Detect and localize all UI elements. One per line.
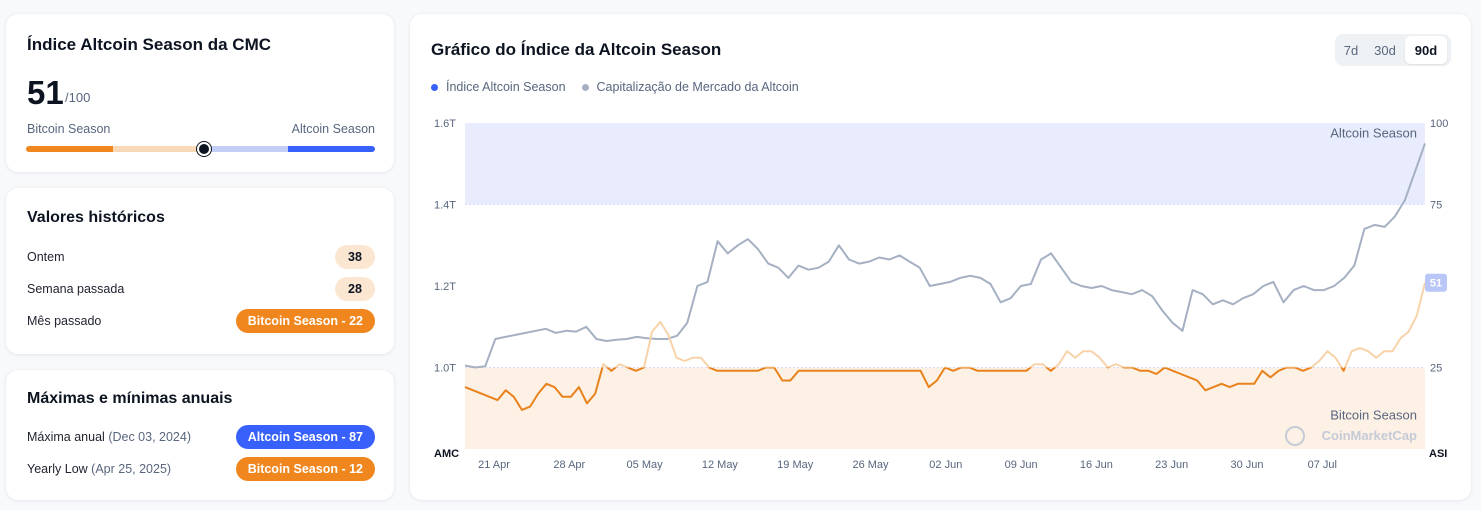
historical-row-yesterday: Ontem 38	[27, 245, 375, 269]
historical-row-last-month: Mês passado Bitcoin Season - 22	[27, 309, 375, 333]
tab-30d[interactable]: 30d	[1374, 42, 1396, 58]
x-axis-tick-label: 23 Jun	[1155, 459, 1188, 471]
gauge-segment-bitcoin	[26, 146, 114, 152]
x-axis-tick-label: 07 Jul	[1308, 459, 1337, 471]
index-card-title: Índice Altcoin Season da CMC	[27, 35, 272, 54]
historical-values-card: Valores históricos Ontem 38 Semana passa…	[6, 188, 394, 354]
gauge-segment-bitcoin-light	[113, 146, 201, 152]
altcoin-index-card: Índice Altcoin Season da CMC 51 /100 Bit…	[6, 14, 394, 172]
right-axis-tick-label: 100	[1430, 118, 1448, 130]
tab-90d[interactable]: 90d	[1405, 36, 1447, 64]
yearly-high-label: Máxima anual	[27, 430, 105, 444]
coinmarketcap-logo-icon	[1285, 425, 1305, 446]
x-axis-tick-label: 21 Apr	[478, 459, 510, 471]
x-axis-tick-label: 26 May	[852, 459, 889, 471]
index-score-max: /100	[65, 90, 91, 105]
legend-dot-icon	[431, 83, 438, 91]
gauge-label-bitcoin: Bitcoin Season	[27, 122, 111, 136]
legend-item-market-cap[interactable]: Capitalização de Mercado da Altcoin	[581, 80, 799, 94]
gauge-segment-altcoin	[287, 146, 375, 152]
index-score: 51	[27, 74, 64, 111]
chart-legend: Índice Altcoin Season Capitalização de M…	[431, 80, 799, 94]
historical-title: Valores históricos	[27, 209, 165, 226]
bitcoin-season-zone-label: Bitcoin Season	[1330, 408, 1417, 423]
legend-label: Capitalização de Mercado da Altcoin	[596, 80, 799, 94]
altcoin-index-series-line-lower	[464, 367, 1347, 411]
altcoin-index-chart-card: Altcoin Season Bitcoin Season CoinMarketCa…	[410, 14, 1471, 500]
legend-dot-icon	[581, 83, 589, 91]
x-axis-tick-label: 19 May	[777, 459, 814, 471]
gauge-segment-altcoin-light	[200, 146, 288, 152]
legend-label: Índice Altcoin Season	[446, 80, 566, 94]
x-axis-tick-label: 12 May	[702, 459, 739, 471]
yearly-low-label: Yearly Low	[27, 462, 88, 476]
altcoin-index-chart[interactable]: Altcoin Season Bitcoin Season CoinMarketCa…	[410, 14, 1471, 500]
x-axis-tick-label: 05 May	[627, 459, 664, 471]
yearly-low-date: (Apr 25, 2025)	[91, 462, 172, 476]
season-gauge	[26, 142, 375, 156]
left-axis-tick-label: 1.0T	[434, 363, 456, 375]
gauge-knob[interactable]	[196, 142, 211, 156]
historical-label: Mês passado	[27, 314, 102, 328]
x-axis-tick-label: 16 Jun	[1080, 459, 1113, 471]
x-axis-tick-label: 30 Jun	[1230, 459, 1263, 471]
bitcoin-season-zone	[465, 367, 1425, 449]
current-value-badge-label: 51	[1430, 278, 1442, 290]
x-axis-tick-label: 09 Jun	[1005, 459, 1038, 471]
yearly-low-badge: Bitcoin Season - 12	[235, 457, 375, 481]
tab-7d[interactable]: 7d	[1343, 42, 1359, 58]
yearly-high-badge: Altcoin Season - 87	[235, 425, 375, 449]
right-axis-tick-label: 25	[1430, 363, 1442, 375]
yearly-high-date: (Dec 03, 2024)	[108, 430, 191, 444]
gauge-label-altcoin: Altcoin Season	[291, 122, 375, 136]
yearly-row-low: Yearly Low (Apr 25, 2025) Bitcoin Season…	[27, 457, 375, 481]
historical-label: Ontem	[27, 250, 65, 264]
yearly-high-low-card: Máximas e mínimas anuais Máxima anual (D…	[6, 370, 394, 500]
yearly-label: Yearly Low (Apr 25, 2025)	[27, 462, 171, 476]
legend-item-index[interactable]: Índice Altcoin Season	[431, 80, 566, 94]
left-axis-tick-label: 1.4T	[434, 200, 456, 212]
right-axis-label: ASI	[1429, 448, 1447, 460]
historical-row-last-week: Semana passada 28	[27, 277, 375, 301]
coinmarketcap-watermark: CoinMarketCap	[1322, 428, 1417, 443]
chart-title: Gráfico do Índice da Altcoin Season	[431, 40, 722, 59]
altcoin-index-series-line-upper	[601, 282, 1426, 368]
historical-label: Semana passada	[27, 282, 125, 296]
yearly-title: Máximas e mínimas anuais	[27, 390, 233, 407]
left-axis-label: AMC	[434, 448, 459, 460]
left-axis-tick-label: 1.6T	[434, 118, 456, 130]
right-axis-tick-label: 75	[1430, 200, 1442, 212]
x-axis-tick-label: 28 Apr	[553, 459, 585, 471]
historical-value: 28	[335, 277, 375, 301]
current-value-badge	[1425, 273, 1447, 292]
market-cap-series-line	[464, 143, 1426, 369]
range-tabs: 7d 30d 90d	[1335, 34, 1451, 66]
yearly-label: Máxima anual (Dec 03, 2024)	[27, 430, 191, 444]
yearly-row-high: Máxima anual (Dec 03, 2024) Altcoin Seas…	[27, 425, 375, 449]
historical-badge: Bitcoin Season - 22	[235, 309, 375, 333]
historical-value: 38	[335, 245, 375, 269]
altcoin-season-zone	[465, 123, 1425, 205]
x-axis-tick-label: 02 Jun	[929, 459, 962, 471]
altcoin-season-zone-label: Altcoin Season	[1330, 126, 1417, 141]
left-axis-tick-label: 1.2T	[434, 281, 456, 293]
